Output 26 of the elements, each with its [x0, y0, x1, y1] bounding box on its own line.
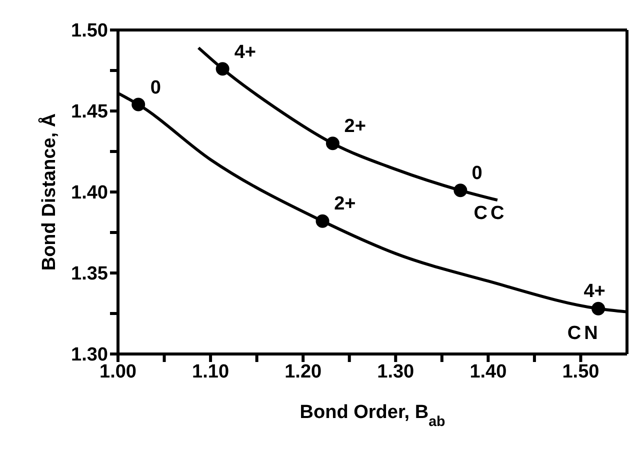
point	[132, 98, 146, 112]
point	[454, 184, 468, 198]
point	[326, 136, 340, 150]
series-label: CN	[567, 322, 601, 344]
x-tick-label: 1.40	[470, 361, 507, 382]
annotation: 0	[150, 77, 161, 98]
y-tick-label: 1.45	[71, 102, 108, 123]
x-tick-label: 1.00	[100, 361, 136, 382]
x-tick-label: 1.50	[562, 361, 600, 382]
annotation: 2+	[344, 116, 366, 138]
series-label: CC	[474, 202, 508, 224]
point	[216, 62, 230, 76]
y-axis-title: Bond Distance, Å	[38, 113, 60, 271]
y-tick-label: 1.40	[71, 182, 108, 204]
point	[316, 214, 330, 228]
x-tick-label: 1.10	[192, 361, 230, 382]
annotation: 2+	[334, 194, 356, 215]
x-axis-title: Bond Order, B$_{ab}$	[300, 402, 446, 430]
y-tick-label: 1.50	[71, 20, 108, 42]
annotation: 4+	[584, 280, 606, 302]
y-tick-label: 1.35	[71, 264, 108, 285]
x-tick-label: 1.30	[377, 361, 414, 382]
point	[592, 302, 606, 316]
x-tick-label: 1.20	[284, 361, 322, 382]
annotation: 4+	[234, 42, 256, 63]
annotation: 0	[472, 162, 482, 184]
